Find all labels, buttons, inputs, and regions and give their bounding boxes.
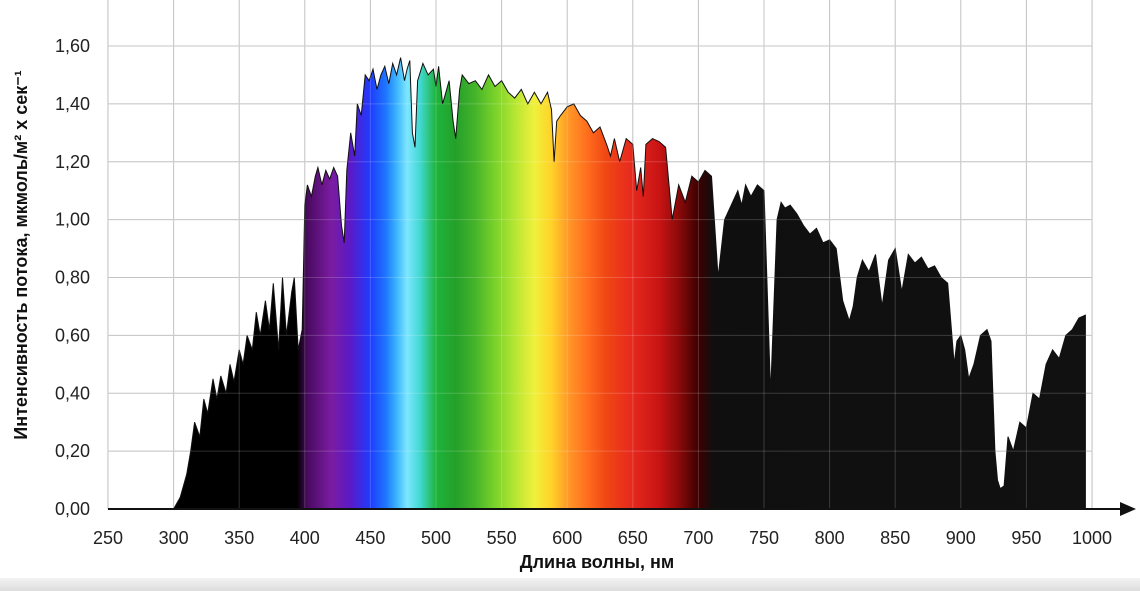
x-tick-label: 350	[224, 528, 254, 548]
x-tick-label: 850	[880, 528, 910, 548]
y-tick-label: 0,80	[55, 268, 90, 288]
axes	[108, 502, 1136, 516]
x-tick-label: 550	[487, 528, 517, 548]
y-tick-label: 1,00	[55, 210, 90, 230]
y-tick-label: 0,40	[55, 383, 90, 403]
x-tick-label: 300	[159, 528, 189, 548]
y-tick-label: 1,40	[55, 94, 90, 114]
x-tick-label: 650	[618, 528, 648, 548]
x-tick-label: 500	[421, 528, 451, 548]
x-axis-title: Длина волны, нм	[520, 552, 674, 572]
x-tick-label: 250	[93, 528, 123, 548]
x-tick-label: 900	[946, 528, 976, 548]
x-tick-label: 700	[683, 528, 713, 548]
bottom-band	[0, 578, 1140, 591]
x-tick-label: 950	[1011, 528, 1041, 548]
y-axis-title: Интенсивность потока, мкмоль/м² х сек⁻¹	[11, 70, 31, 439]
spectrum-area	[108, 0, 1092, 509]
y-tick-label: 1,20	[55, 152, 90, 172]
y-tick-label: 0,00	[55, 499, 90, 519]
x-axis-arrow	[1120, 502, 1136, 516]
x-tick-label: 1000	[1072, 528, 1112, 548]
x-tick-label: 800	[815, 528, 845, 548]
y-tick-labels: 0,00 0,20 0,40 0,60 0,80 1,00 1,20 1,40 1,60	[55, 36, 90, 519]
spectrum-series-area	[167, 57, 1086, 509]
x-tick-labels: 250 300 350 400 450 500 550 600 650 700 750 800 850 9…	[93, 528, 1112, 548]
x-tick-label: 400	[290, 528, 320, 548]
x-tick-label: 750	[749, 528, 779, 548]
y-tick-label: 1,60	[55, 36, 90, 56]
x-tick-label: 600	[552, 528, 582, 548]
y-tick-label: 0,20	[55, 441, 90, 461]
x-tick-label: 450	[355, 528, 385, 548]
y-tick-label: 0,60	[55, 325, 90, 345]
